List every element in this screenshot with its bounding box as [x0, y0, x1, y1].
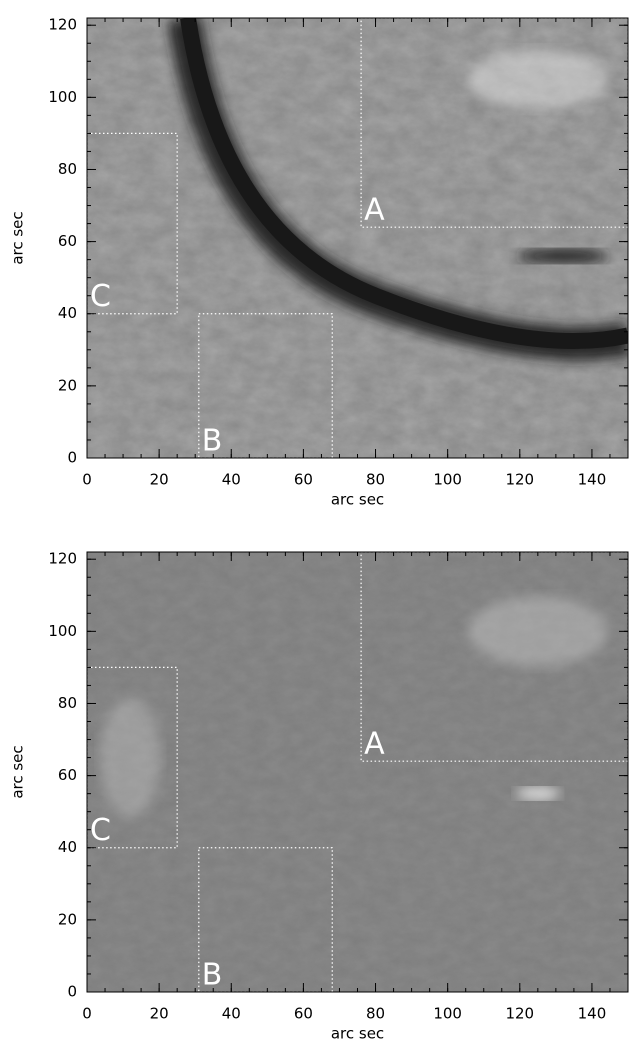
- image: A B C: [87, 18, 628, 459]
- x-tick-label: 100: [433, 471, 462, 489]
- region-label: A: [364, 727, 385, 762]
- y-tick-label: 20: [58, 376, 77, 394]
- y-tick-label: 60: [58, 232, 77, 250]
- y-tick-label: 100: [48, 622, 77, 640]
- x-tick-label: 40: [222, 471, 241, 489]
- plage: [467, 596, 608, 667]
- y-tick-label: 120: [48, 550, 77, 568]
- x-axis-label: arc sec: [331, 491, 384, 509]
- region-box: [87, 132, 178, 315]
- y-tick-label: 100: [48, 88, 77, 106]
- x-tick-label: 140: [578, 1005, 607, 1023]
- x-tick-label: 80: [366, 471, 385, 489]
- bright: [515, 787, 560, 800]
- x-tick-label: 100: [433, 1005, 462, 1023]
- y-tick-label: 0: [67, 983, 77, 1001]
- image: A B C: [87, 552, 628, 993]
- region-box: [87, 666, 178, 849]
- y-tick-label: 0: [67, 449, 77, 467]
- y-tick-label: 80: [58, 694, 77, 712]
- x-axis-label: arc sec: [331, 1025, 384, 1043]
- bright-c: [100, 697, 161, 818]
- y-axis-label: arc sec: [9, 745, 27, 798]
- x-tick-label: 0: [82, 471, 92, 489]
- x-tick-label: 80: [366, 1005, 385, 1023]
- y-tick-label: 20: [58, 910, 77, 928]
- x-tick-label: 120: [505, 1005, 534, 1023]
- x-tick-label: 0: [82, 1005, 92, 1023]
- filament-core: [180, 18, 628, 349]
- region-label: B: [202, 424, 223, 459]
- y-axis-label: arc sec: [9, 211, 27, 264]
- region-label: C: [90, 813, 111, 848]
- region-label: A: [364, 193, 385, 228]
- y-tick-label: 60: [58, 766, 77, 784]
- x-tick-label: 40: [222, 1005, 241, 1023]
- region-label: B: [202, 958, 223, 993]
- y-tick-label: 80: [58, 160, 77, 178]
- y-tick-label: 40: [58, 304, 77, 322]
- x-tick-label: 60: [294, 1005, 313, 1023]
- filament-2: [518, 249, 609, 264]
- x-tick-label: 120: [505, 471, 534, 489]
- region-label: C: [90, 279, 111, 314]
- x-tick-label: 20: [150, 471, 169, 489]
- y-tick-label: 40: [58, 838, 77, 856]
- x-tick-label: 20: [150, 1005, 169, 1023]
- x-tick-label: 60: [294, 471, 313, 489]
- x-tick-label: 140: [578, 471, 607, 489]
- y-tick-label: 120: [48, 16, 77, 34]
- plage: [467, 49, 608, 110]
